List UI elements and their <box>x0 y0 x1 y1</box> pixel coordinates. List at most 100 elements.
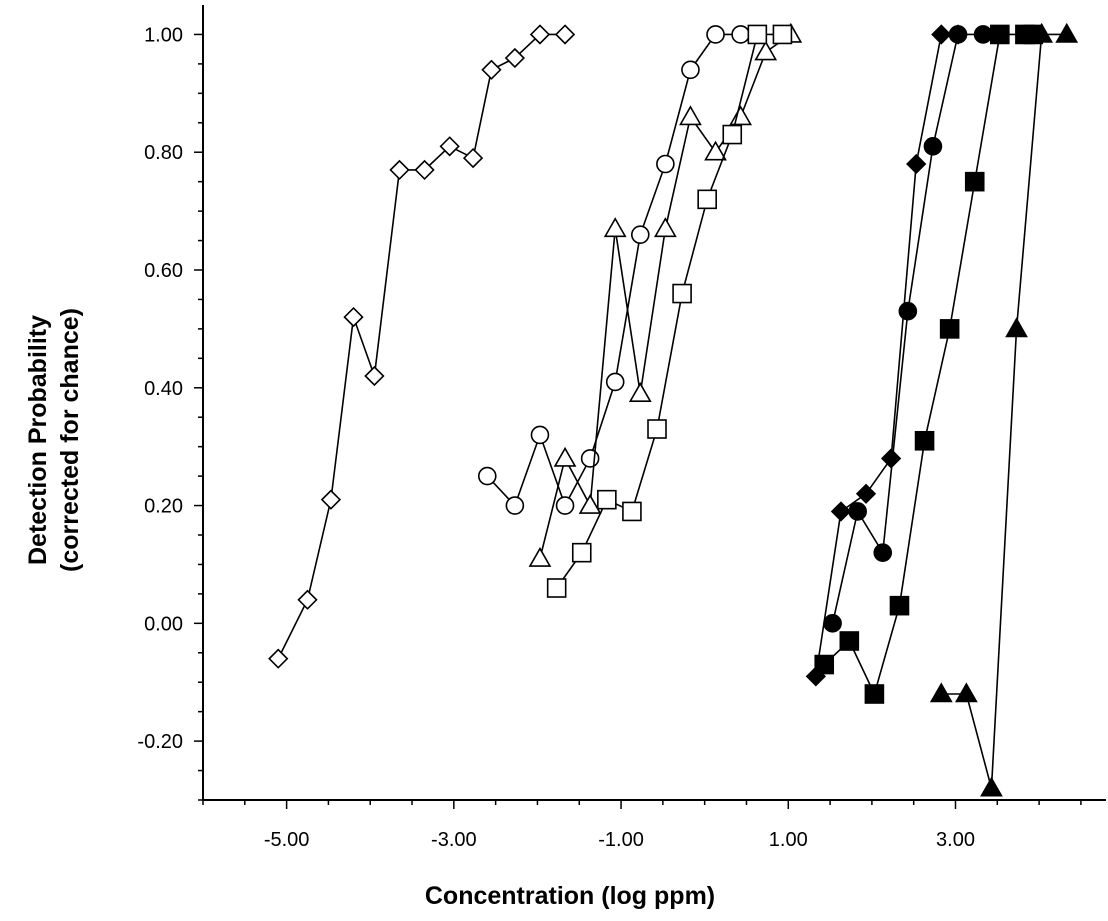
data-point <box>530 425 550 445</box>
data-point <box>504 47 526 69</box>
plot-area <box>268 22 1079 797</box>
data-point <box>630 225 650 244</box>
data-point <box>706 25 725 44</box>
y-axis-title-line-2: (corrected for chance) <box>56 308 84 572</box>
series-circle-filled <box>823 25 993 633</box>
series-line <box>486 33 741 508</box>
y-tick-label: 0.00 <box>144 613 183 635</box>
data-point <box>973 25 993 44</box>
series-line <box>556 33 783 589</box>
data-point <box>954 682 978 703</box>
x-tick-label: 1.00 <box>769 829 808 851</box>
data-point <box>571 542 592 563</box>
data-point <box>546 578 567 598</box>
data-point <box>343 306 364 328</box>
series-triangle-filled <box>929 22 1079 797</box>
data-point <box>297 589 318 610</box>
series-circle-open <box>477 25 750 515</box>
series-line <box>941 33 1067 789</box>
y-tick-label: 0.40 <box>144 378 183 400</box>
y-axis-title-line-1: Detection Probability <box>24 315 52 565</box>
data-point <box>414 159 435 181</box>
data-point <box>923 137 943 156</box>
data-point <box>848 502 867 521</box>
data-point <box>914 430 935 451</box>
data-point <box>628 382 652 402</box>
data-point <box>731 25 750 44</box>
series-square-filled <box>814 24 1044 704</box>
y-ticks: -0.20 0.00 0.20 0.40 0.60 0.80 1.00 <box>137 24 203 801</box>
x-tick-label: 3.00 <box>936 829 975 851</box>
x-tick-label: -3.00 <box>431 829 477 851</box>
data-point <box>528 546 552 567</box>
data-point <box>747 24 768 45</box>
series-line <box>831 33 984 624</box>
data-point <box>320 489 342 510</box>
data-point <box>939 319 960 339</box>
y-tick-label: 0.60 <box>144 260 183 282</box>
data-point <box>906 153 927 175</box>
data-point <box>830 501 852 522</box>
data-point <box>647 419 667 439</box>
data-point <box>772 24 793 45</box>
data-point <box>729 105 752 126</box>
data-point <box>681 60 700 80</box>
data-point <box>1030 22 1053 43</box>
data-point <box>679 105 702 126</box>
data-point <box>439 136 460 157</box>
data-point <box>462 147 484 169</box>
series-square-open <box>546 24 793 598</box>
data-point <box>603 217 627 238</box>
y-tick-label: -0.20 <box>137 731 183 753</box>
data-point <box>929 682 953 703</box>
data-point <box>898 301 918 321</box>
data-point <box>656 154 675 174</box>
data-point <box>553 446 577 467</box>
data-point <box>578 493 602 514</box>
data-point <box>268 648 289 669</box>
data-point <box>1055 22 1079 43</box>
data-point <box>990 24 1010 45</box>
y-tick-label: 1.00 <box>144 24 183 46</box>
data-point <box>873 543 893 562</box>
data-point <box>864 684 885 704</box>
series-triangle-open <box>528 22 803 567</box>
y-tick-label: 0.80 <box>144 142 183 164</box>
series-line <box>277 33 566 660</box>
data-point <box>823 614 842 633</box>
data-point <box>697 189 717 210</box>
x-tick-label: -1.00 <box>598 829 644 851</box>
data-point <box>597 489 617 510</box>
data-point <box>364 365 385 387</box>
data-point <box>948 25 968 44</box>
data-point <box>389 159 410 181</box>
data-point <box>980 776 1003 797</box>
data-point <box>964 171 985 192</box>
data-point <box>839 631 860 651</box>
data-point <box>704 140 727 161</box>
data-point <box>814 654 835 675</box>
data-point <box>580 449 600 468</box>
series-line <box>539 33 792 559</box>
data-point <box>889 595 910 616</box>
data-point <box>605 372 625 392</box>
data-point <box>722 124 743 145</box>
data-point <box>477 466 497 486</box>
data-point <box>622 501 642 522</box>
data-point <box>555 496 575 515</box>
data-point <box>554 24 576 45</box>
data-point <box>505 496 525 515</box>
data-point <box>672 283 692 304</box>
data-point <box>1005 317 1028 338</box>
series-line <box>823 33 1034 697</box>
axes <box>202 5 1106 801</box>
x-axis-title: Concentration (log ppm) <box>425 882 715 910</box>
y-tick-label: 0.20 <box>144 496 183 518</box>
series-diamond-open <box>268 24 576 669</box>
data-point <box>754 40 778 61</box>
data-point <box>855 483 877 504</box>
x-tick-label: -5.00 <box>264 829 310 851</box>
data-point <box>481 59 502 80</box>
data-point <box>529 24 551 45</box>
